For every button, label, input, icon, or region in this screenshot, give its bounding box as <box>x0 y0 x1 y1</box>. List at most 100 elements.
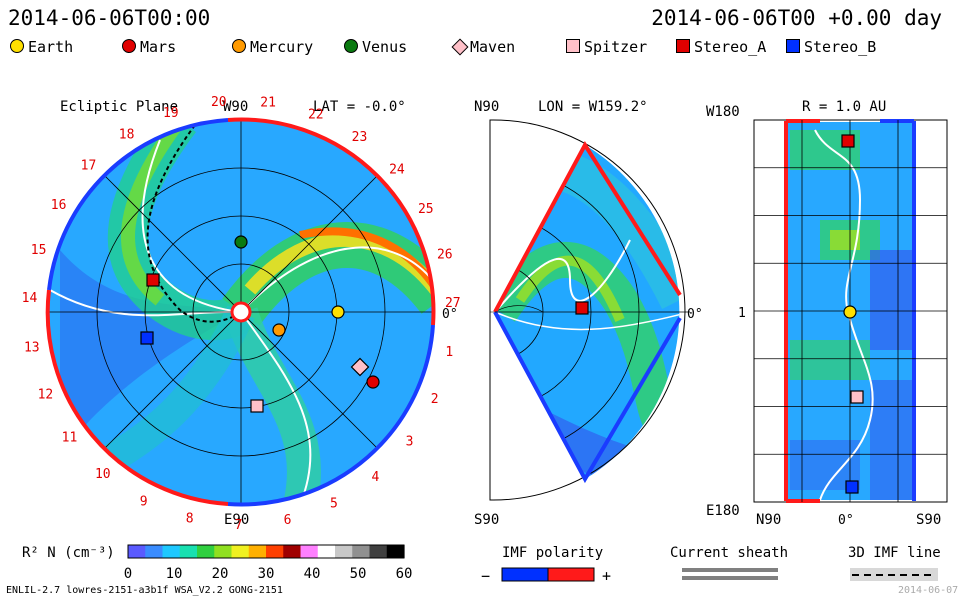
rotation-label: 16 <box>51 198 67 213</box>
radial-x-right: S90 <box>916 512 941 528</box>
maven-marker-ecliptic <box>350 357 370 377</box>
rotation-label: 27 <box>445 296 461 311</box>
ecliptic-bottom-label: E90 <box>224 512 249 528</box>
density-colorbar: 0 10 20 30 40 50 60 <box>124 544 413 582</box>
colorbar-swatch <box>128 545 146 558</box>
colorbar-swatch <box>369 545 388 558</box>
colorbar-swatch <box>231 545 250 558</box>
rotation-label: 21 <box>260 96 276 111</box>
mercury-marker-ecliptic <box>272 323 286 337</box>
frame-time-offset: 2014-06-06T00 +0.00 day <box>651 6 942 30</box>
colorbar-swatch <box>248 545 267 558</box>
rotation-label: 23 <box>352 130 368 145</box>
imf-polarity-label: IMF polarity <box>502 545 603 561</box>
imf-plus: + <box>602 567 611 585</box>
spitzer-marker-radial <box>850 390 864 404</box>
rotation-label: 18 <box>119 128 135 143</box>
colorbar-swatch <box>352 545 371 558</box>
imf-minus: − <box>481 567 490 585</box>
colorbar-swatch <box>214 545 233 558</box>
stereo-a-marker-meridional <box>575 301 589 315</box>
rotation-label: 3 <box>406 435 414 450</box>
carrington-rotation-labels: 20 21222324252627123456789101112131415161… <box>22 95 461 533</box>
radial-1au-panel <box>753 119 948 503</box>
radial-x-mid: 0° <box>838 513 854 528</box>
rotation-label: 22 <box>308 108 324 123</box>
colorbar-swatch <box>266 545 284 558</box>
current-sheath-swatch-top <box>682 568 778 572</box>
object-markers <box>140 134 864 494</box>
rotation-label: 14 <box>22 291 38 306</box>
rotation-label: 19 <box>163 106 179 121</box>
stereo-b-marker-radial <box>845 480 859 494</box>
colorbar-swatch <box>317 545 336 558</box>
footer-right-date: 2014-06-07 <box>898 585 959 596</box>
ecliptic-title: Ecliptic Plane <box>60 99 178 115</box>
rotation-label: 17 <box>81 159 97 174</box>
colorbar-swatch <box>145 545 164 558</box>
colorbar-swatch <box>386 545 405 558</box>
imf-negative-swatch <box>501 567 549 582</box>
legend-mars: Mars <box>122 38 176 56</box>
rotation-label: 11 <box>62 431 78 446</box>
legend-venus: Venus <box>344 38 407 56</box>
legend-stereo-b: Stereo_B <box>786 38 876 56</box>
meridional-bottom-label: S90 <box>474 512 499 528</box>
rotation-label: 4 <box>371 470 379 485</box>
legend-spitzer: Spitzer <box>566 38 647 56</box>
legend-stereo-a: Stereo_A <box>676 38 766 56</box>
venus-marker-ecliptic <box>234 235 248 249</box>
rotation-label: 5 <box>330 497 338 512</box>
current-sheath-label: Current sheath <box>670 545 788 561</box>
colorbar-tick-label: 30 <box>258 566 275 582</box>
radial-x-left: N90 <box>756 512 781 528</box>
radial-top-left: W180 <box>706 104 740 120</box>
run-timestamp: 2014-06-06T00:00 <box>8 6 211 30</box>
imf-positive-swatch <box>547 567 595 582</box>
colorbar-tick-label: 20 <box>212 566 229 582</box>
spitzer-marker-ecliptic <box>250 399 264 413</box>
colorbar-tick-label: 60 <box>396 566 413 582</box>
radial-mid-left: 1 <box>738 306 746 321</box>
colorbar-swatch <box>197 545 215 558</box>
colorbar-tick-label: 40 <box>304 566 321 582</box>
rotation-label: 12 <box>38 388 54 403</box>
earth-marker-ecliptic <box>331 305 345 319</box>
ecliptic-zero-label: 0° <box>442 307 458 322</box>
stereo-a-marker-ecliptic <box>146 273 160 287</box>
colorbar-tick-label: 0 <box>124 566 132 582</box>
rotation-label: 20 <box>211 95 227 110</box>
rotation-label: 13 <box>24 340 40 355</box>
meridional-zero-label: 0° <box>687 307 703 322</box>
rotation-label: 24 <box>389 162 405 177</box>
colorbar-border <box>127 544 405 559</box>
legend-earth: Earth <box>10 38 73 56</box>
rotation-label: 15 <box>31 243 47 258</box>
radial-bottom-left: E180 <box>706 503 740 519</box>
stereo-a-marker-radial <box>841 134 855 148</box>
ecliptic-lat: LAT = -0.0° <box>313 99 406 115</box>
colorbar-swatch <box>179 545 198 558</box>
colorbar-swatch <box>162 545 181 558</box>
rotation-label: 25 <box>418 202 434 217</box>
colorbar-label: R² N (cm⁻³) <box>22 545 115 561</box>
radial-title: R = 1.0 AU <box>802 99 886 115</box>
legend-mercury: Mercury <box>232 38 313 56</box>
imf-3d-line-label: 3D IMF line <box>848 545 941 561</box>
current-sheath-swatch-bottom <box>682 576 778 580</box>
model-info-footer: ENLIL-2.7 lowres-2151-a3b1f WSA_V2.2 GON… <box>6 585 283 596</box>
rotation-label: 7 <box>235 518 243 533</box>
colorbar-tick-label: 50 <box>350 566 367 582</box>
meridional-top-label: N90 <box>474 99 499 115</box>
rotation-label: 2 <box>431 392 439 407</box>
rotation-label: 26 <box>437 248 453 263</box>
mars-marker-ecliptic <box>366 375 380 389</box>
legend-maven: Maven <box>451 38 515 56</box>
ecliptic-top-label: W90 <box>223 99 248 115</box>
rotation-label: 9 <box>140 494 148 509</box>
rotation-label: 1 <box>445 345 453 360</box>
stereo-b-marker-ecliptic <box>140 331 154 345</box>
rotation-label: 8 <box>186 512 194 527</box>
colorbar-swatch <box>283 545 302 558</box>
